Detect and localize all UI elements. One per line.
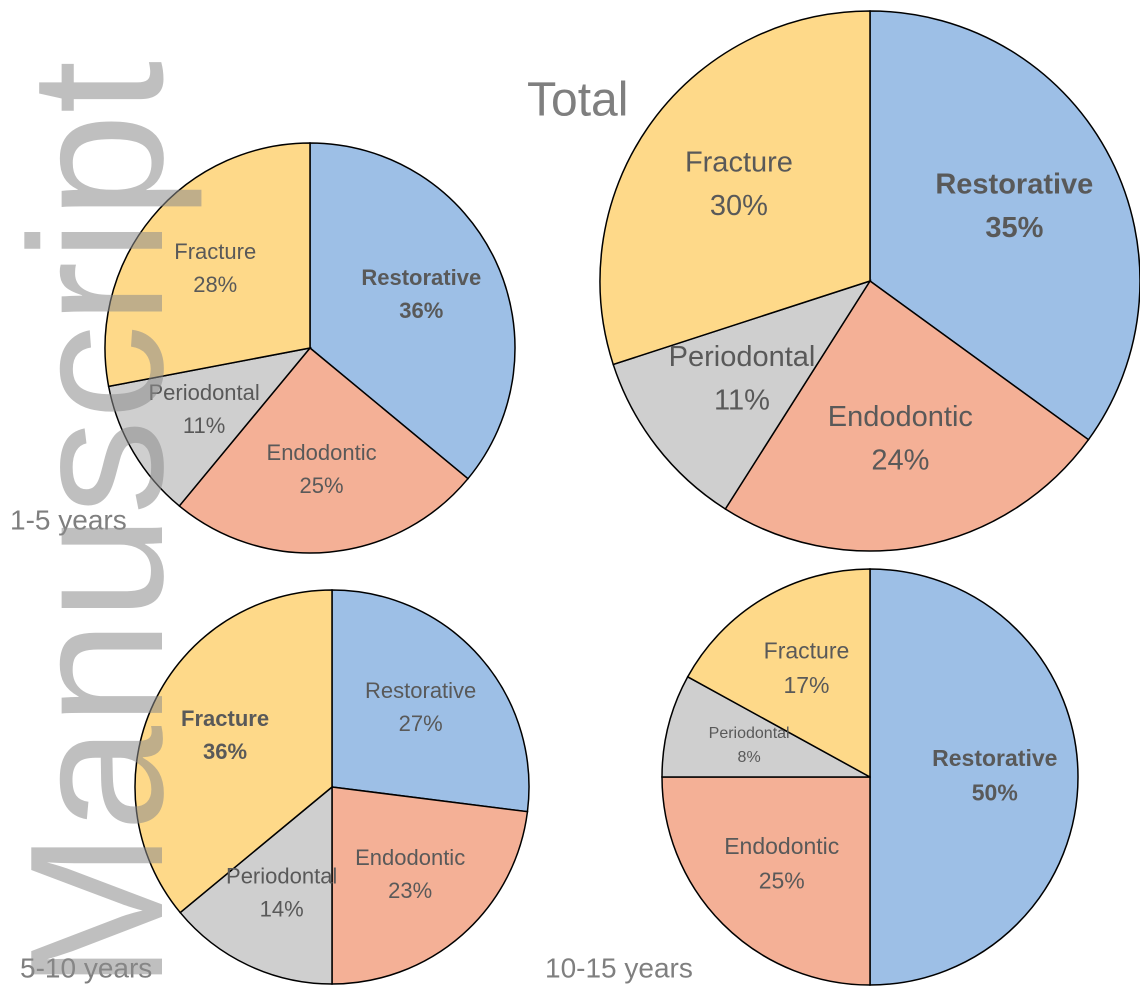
pie-slice: [309, 142, 516, 480]
slice-category: Periodontal: [709, 725, 790, 742]
slice-category: Endodontic: [355, 845, 465, 870]
pie-chart: Restorative 50% Endodontic 25% Periodontal 8%…: [661, 568, 1079, 986]
pie-slice: [612, 279, 872, 511]
slice-value-label: 28%: [193, 272, 237, 297]
slice-category: Endodontic: [267, 440, 377, 465]
slice-value-label: 8%: [738, 749, 761, 766]
slice-category: Periodontal: [148, 380, 259, 405]
chart-title: 1-5 years: [10, 504, 127, 535]
slice-value-label: 35%: [985, 212, 1043, 244]
slice-category: Periodontal: [226, 863, 337, 888]
pie-slice: [869, 568, 1079, 986]
slice-value-label: 25%: [300, 473, 344, 498]
chart-title: 5-10 years: [20, 952, 152, 983]
pie-slice: [179, 785, 333, 985]
pie-slice: [599, 10, 871, 366]
pie-slice: [686, 568, 871, 779]
watermark: Manuscript: [0, 61, 203, 990]
slice-value-label: 24%: [871, 445, 929, 477]
pie-chart: Restorative 35% Endodontic 24% Periodontal 11…: [599, 10, 1140, 552]
pie-slice: [331, 589, 530, 813]
pie-slice: [661, 776, 871, 986]
slice-value-label: 11%: [714, 385, 770, 417]
pie-chart: Restorative 36% Endodontic 25% Periodontal 11…: [104, 142, 516, 554]
pie-slice: [331, 786, 529, 985]
slice-category: Endodontic: [724, 833, 839, 859]
slice-value-label: 11%: [183, 413, 225, 438]
slice-value-label: 50%: [972, 779, 1018, 805]
chart-title: 10-15 years: [545, 952, 693, 983]
pie-slice: [107, 346, 312, 508]
slice-category: Fracture: [685, 147, 793, 179]
slice-value-label: 14%: [260, 896, 304, 921]
slice-value-label: 36%: [203, 739, 247, 764]
slice-value-label: 17%: [783, 672, 829, 698]
slice-category: Restorative: [365, 678, 476, 703]
pie-slice: [869, 10, 1140, 441]
chart-title: Total: [527, 74, 628, 127]
slice-category: Restorative: [361, 265, 481, 290]
pie-slice: [661, 675, 871, 778]
slice-value-label: 25%: [759, 868, 805, 894]
slice-category: Periodontal: [669, 341, 816, 373]
slice-value-label: 30%: [710, 190, 768, 222]
slice-value-label: 23%: [388, 878, 432, 903]
pie-chart: Restorative 27% Endodontic 23% Periodontal 14…: [134, 589, 530, 985]
pie-slice: [104, 142, 311, 388]
slice-category: Restorative: [935, 168, 1093, 200]
pie-slice: [134, 589, 333, 914]
pie-slice: [178, 346, 470, 554]
pie-slice: [724, 279, 1090, 552]
slice-category: Fracture: [181, 706, 269, 731]
slice-value-label: 27%: [399, 711, 443, 736]
slice-value-label: 36%: [399, 298, 443, 323]
slice-category: Endodontic: [828, 401, 973, 433]
slice-category: Fracture: [174, 239, 256, 264]
slice-category: Restorative: [932, 745, 1057, 771]
slice-category: Fracture: [764, 637, 850, 663]
